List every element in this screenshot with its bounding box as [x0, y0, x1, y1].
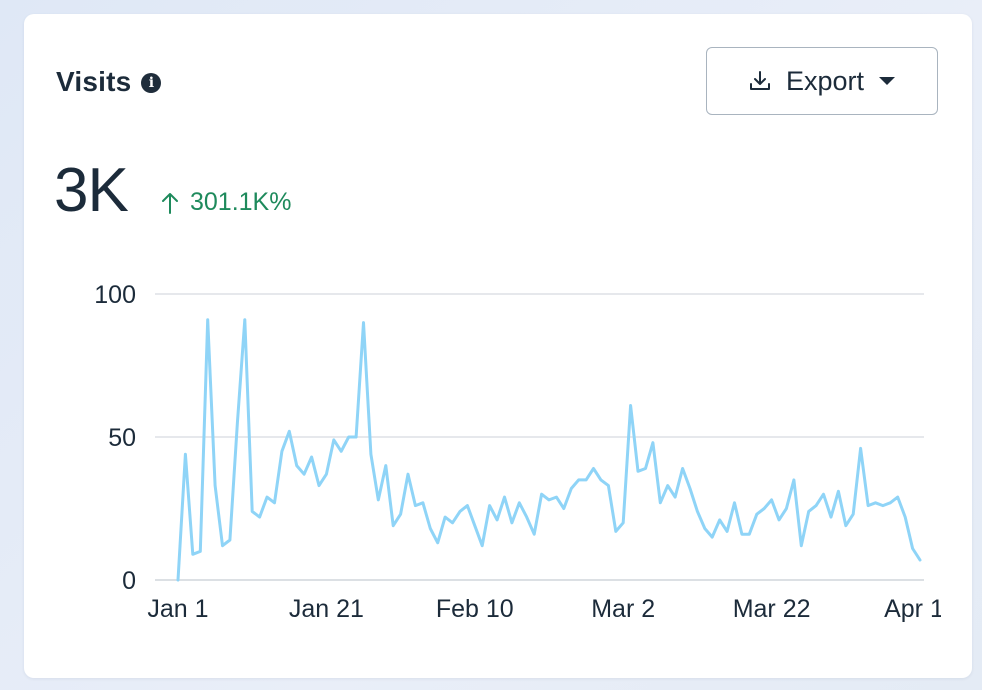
visits-card: Visits i Export 3K 301.1K% [24, 14, 972, 678]
series-line-visits[interactable] [176, 318, 922, 582]
info-icon[interactable]: i [141, 73, 162, 93]
download-icon [749, 71, 770, 90]
y-tick-label: 50 [108, 424, 136, 452]
caret-down-icon [879, 77, 896, 85]
arrow-up-icon [162, 192, 178, 214]
y-tick-label: 0 [122, 567, 136, 595]
export-button[interactable]: Export [706, 47, 938, 115]
export-button-label: Export [785, 65, 865, 96]
x-tick-label: Apr 11 [884, 595, 956, 623]
y-tick-label: 100 [94, 281, 136, 309]
card-title: Visits [56, 66, 132, 97]
metric-change: 301.1K% [160, 188, 291, 217]
metric-change-value: 301.1K% [190, 188, 292, 216]
x-tick-label: Mar 2 [591, 595, 655, 623]
x-tick-label: Feb 10 [436, 595, 514, 623]
x-tick-label: Jan 21 [289, 595, 364, 623]
x-tick-label: Jan 1 [147, 595, 208, 623]
metric-value: 3K [54, 156, 129, 225]
x-tick-label: Mar 22 [733, 595, 811, 623]
card-header: Visits i [56, 66, 162, 98]
